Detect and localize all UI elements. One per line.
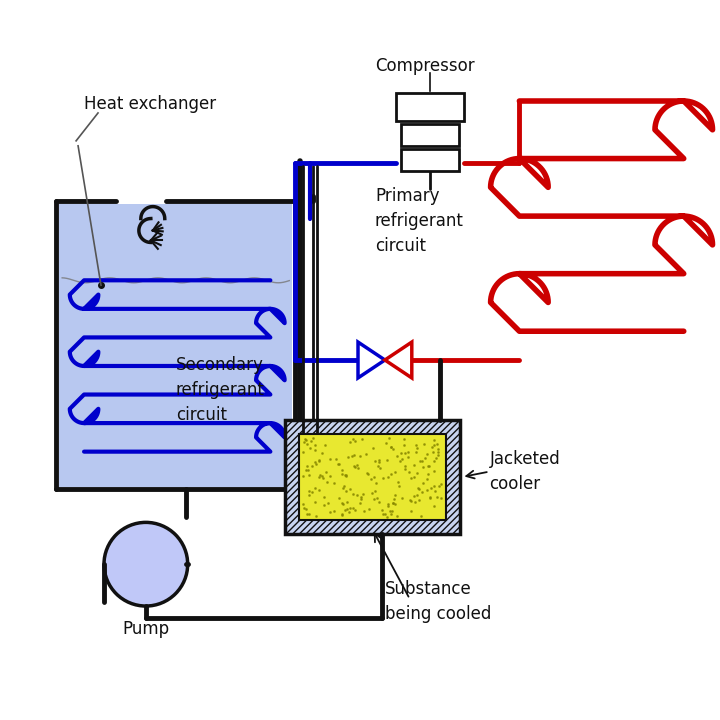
Bar <box>401 149 459 171</box>
Polygon shape <box>385 342 412 378</box>
Text: Jacketed
cooler: Jacketed cooler <box>490 450 560 493</box>
Text: Pump: Pump <box>122 620 169 638</box>
Text: Compressor: Compressor <box>375 57 474 75</box>
Text: Primary
refrigerant
circuit: Primary refrigerant circuit <box>375 186 464 255</box>
Circle shape <box>104 523 188 606</box>
Bar <box>401 124 459 146</box>
Bar <box>59 204 292 487</box>
Text: Substance
being cooled: Substance being cooled <box>385 580 491 623</box>
Bar <box>396 93 464 121</box>
Bar <box>285 420 459 534</box>
Text: Secondary
refrigerant
circuit: Secondary refrigerant circuit <box>176 356 264 424</box>
Polygon shape <box>358 342 385 378</box>
Text: Heat exchanger: Heat exchanger <box>84 95 216 113</box>
Bar <box>300 433 446 521</box>
